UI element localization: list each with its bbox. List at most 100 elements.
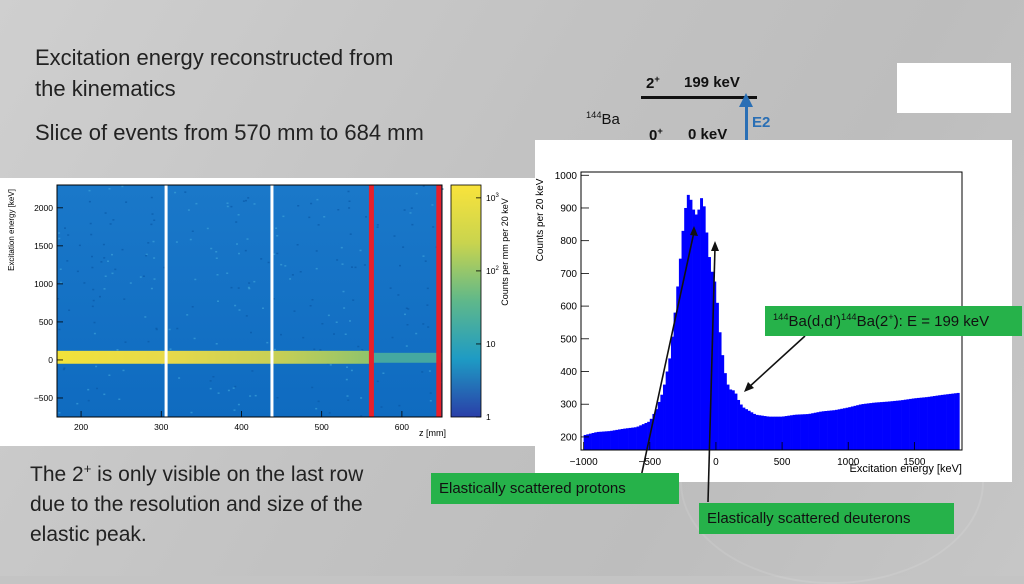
heatmap-y-tick-label: 1000 <box>34 279 53 289</box>
protons-label: Elastically scattered protons <box>431 473 679 504</box>
histogram-bar <box>665 371 669 450</box>
histogram-bar <box>750 412 754 450</box>
heatmap-speckle <box>99 295 101 298</box>
heatmap-speckle <box>317 400 320 403</box>
transition-label: E2 <box>752 114 771 131</box>
heatmap-speckle <box>150 223 153 226</box>
histogram-bar <box>737 399 741 450</box>
histogram-bar <box>602 431 606 450</box>
heatmap-x-tick-label: 600 <box>395 422 409 432</box>
histogram-bar <box>689 199 693 450</box>
heatmap-speckle <box>284 265 287 267</box>
heatmap-speckle <box>276 235 279 237</box>
heatmap-frame <box>56 184 443 418</box>
heatmap-speckle <box>382 372 385 374</box>
heatmap-speckle <box>345 378 348 381</box>
histogram-bar <box>850 406 854 450</box>
heatmap-speckle <box>58 237 61 240</box>
heatmap-speckle <box>410 207 413 209</box>
histogram-x-tick-label: 1000 <box>837 457 860 468</box>
histogram-bar <box>893 400 897 450</box>
histogram-bar <box>901 400 905 450</box>
histogram-bar <box>808 413 812 450</box>
histogram-bar <box>824 411 828 450</box>
histogram-bar <box>848 407 852 450</box>
heatmap-speckle <box>232 387 235 389</box>
histogram-bar <box>681 230 685 450</box>
heatmap-speckle <box>429 400 432 402</box>
heatmap-speckle <box>63 367 66 369</box>
heatmap-speckle <box>273 253 276 255</box>
heatmap-speckle <box>215 257 218 259</box>
heatmap-speckle <box>238 252 240 255</box>
heatmap-speckle <box>234 304 237 307</box>
heatmap-speckle <box>431 204 434 206</box>
histogram-bar <box>610 430 614 450</box>
heatmap-speckle <box>163 266 166 269</box>
histogram-bar <box>663 384 666 450</box>
heatmap-speckle <box>184 191 187 193</box>
heatmap-speckle <box>293 310 296 312</box>
heatmap-speckle <box>237 214 240 216</box>
heatmap-speckle <box>333 333 335 335</box>
heatmap-speckle <box>344 333 347 335</box>
histogram-bar <box>872 402 875 450</box>
histogram-bar <box>938 395 942 450</box>
heatmap-speckle <box>227 389 230 392</box>
heatmap-speckle <box>103 393 106 396</box>
heatmap-speckle <box>93 321 96 324</box>
histogram-bar <box>771 416 775 450</box>
heatmap-speckle <box>311 299 314 301</box>
heatmap-speckle <box>92 288 95 291</box>
histogram-bar <box>792 414 796 450</box>
heatmap-speckle <box>64 227 66 229</box>
heatmap-speckle <box>91 266 94 269</box>
histogram-bar <box>858 404 862 450</box>
heatmap-speckle <box>121 248 124 251</box>
histogram-bar <box>832 410 836 450</box>
deuterons-label: Elastically scattered deuterons <box>699 503 954 534</box>
heatmap-speckle <box>78 244 81 247</box>
heatmap-speckle <box>217 300 219 302</box>
histogram-bar <box>599 431 603 450</box>
histogram-bar <box>628 427 632 450</box>
heatmap-speckle <box>194 278 197 281</box>
heatmap-speckle <box>235 221 238 223</box>
heatmap-speckle <box>206 227 209 230</box>
histogram-bar <box>845 407 849 450</box>
histogram-bar <box>829 410 833 450</box>
heatmap-speckle <box>363 264 366 266</box>
heatmap-speckle <box>329 364 332 366</box>
upper-level-energy: 199 keV <box>684 74 740 91</box>
histogram-bar <box>625 428 629 450</box>
heatmap-speckle <box>125 201 128 203</box>
heatmap-speckle <box>432 226 435 228</box>
heatmap-speckle <box>91 305 94 308</box>
histogram-bar <box>742 407 746 450</box>
histogram-bar <box>856 405 860 450</box>
heatmap-speckle <box>276 252 279 255</box>
histogram-bar <box>782 416 786 450</box>
histogram-y-tick-label: 700 <box>560 269 577 280</box>
heatmap-speckle <box>248 282 251 284</box>
heatmap-speckle <box>426 287 429 290</box>
heatmap-speckle <box>376 226 379 228</box>
heatmap-speckle <box>403 209 406 211</box>
histogram-bar <box>914 398 918 450</box>
heatmap-y-tick-label: 0 <box>48 355 53 365</box>
heatmap-red-line <box>436 185 442 417</box>
histogram-bar <box>827 410 831 450</box>
deuterons-arrowhead <box>711 241 719 251</box>
heatmap-speckle <box>87 399 90 402</box>
heatmap-speckle <box>404 313 406 316</box>
heatmap-speckle <box>210 247 213 250</box>
heatmap-speckle <box>272 298 275 300</box>
heatmap-speckle <box>260 258 263 260</box>
histogram-bar <box>930 396 934 450</box>
histogram-bar <box>676 286 680 450</box>
histogram-bar <box>655 409 659 450</box>
heatmap-speckle <box>282 215 285 218</box>
histogram-bar <box>922 397 926 450</box>
heatmap-speckle <box>354 266 357 269</box>
histogram-bar <box>612 430 616 450</box>
